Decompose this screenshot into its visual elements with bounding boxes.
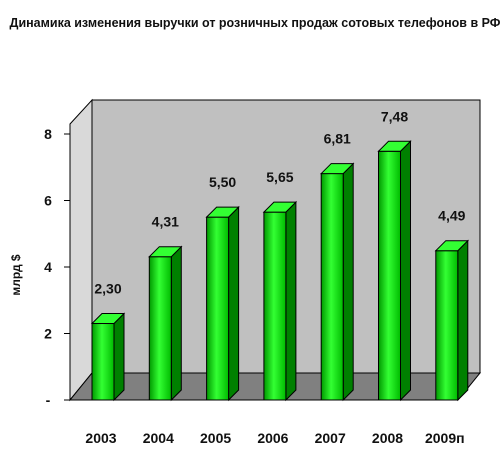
x-tick-label: 2008	[372, 430, 403, 446]
bars	[90, 140, 470, 402]
bar	[148, 245, 183, 402]
x-tick-label: 2003	[85, 430, 116, 446]
y-axis: - 2 4 6 8	[44, 124, 71, 408]
data-label: 4,31	[152, 214, 179, 230]
bar	[434, 239, 470, 402]
data-label: 5,50	[209, 174, 236, 190]
y-tick-label: 4	[44, 259, 52, 275]
bar-side	[228, 205, 240, 402]
bar	[377, 140, 412, 402]
bar-top	[148, 246, 183, 258]
bar-front	[435, 250, 459, 401]
bar-side	[400, 140, 411, 402]
data-label: 5,65	[266, 169, 293, 185]
data-label: 4,49	[438, 208, 465, 224]
bar-side	[170, 245, 182, 402]
y-tick-label: -	[46, 392, 51, 408]
y-axis-label: млрд $	[9, 254, 23, 295]
y-tick-label: 2	[44, 326, 52, 342]
data-label: 7,48	[381, 108, 408, 124]
bar-top	[319, 163, 355, 175]
bar	[319, 162, 355, 402]
bar-top	[205, 206, 240, 218]
bar	[262, 200, 298, 402]
bar-side	[113, 312, 125, 402]
bar-side	[285, 200, 297, 402]
bar	[205, 205, 240, 402]
bar-top	[90, 313, 126, 325]
bar-top	[377, 140, 412, 152]
x-tick-label: 2005	[200, 430, 231, 446]
chart-title: Динамика изменения выручки от розничных …	[10, 16, 500, 30]
bar-front	[263, 211, 287, 401]
data-label: 6,81	[324, 131, 351, 147]
y-tick-label: 8	[44, 126, 52, 142]
bar-front	[378, 150, 401, 401]
bar-front	[91, 323, 115, 401]
data-label: 2,30	[94, 281, 121, 297]
bar-side	[342, 162, 354, 402]
chart-side-wall	[69, 98, 93, 402]
value-labels: 2,30 4,31 5,50 5,65 6,81 7,48 4,49	[94, 108, 465, 296]
bar-side	[457, 239, 469, 402]
bar-top	[434, 240, 470, 252]
x-tick-label: 2006	[257, 430, 288, 446]
bar-front	[148, 256, 172, 401]
bar-front	[206, 216, 230, 401]
bar-front	[320, 173, 344, 401]
bar-top	[262, 201, 298, 213]
category-labels: 2003 2004 2005 2006 2007 2008 2009п	[85, 430, 464, 446]
y-tick-label: 6	[44, 193, 52, 209]
x-tick-label: 2009п	[425, 430, 465, 446]
bar	[90, 312, 126, 402]
x-tick-label: 2007	[315, 430, 346, 446]
x-tick-label: 2004	[143, 430, 174, 446]
